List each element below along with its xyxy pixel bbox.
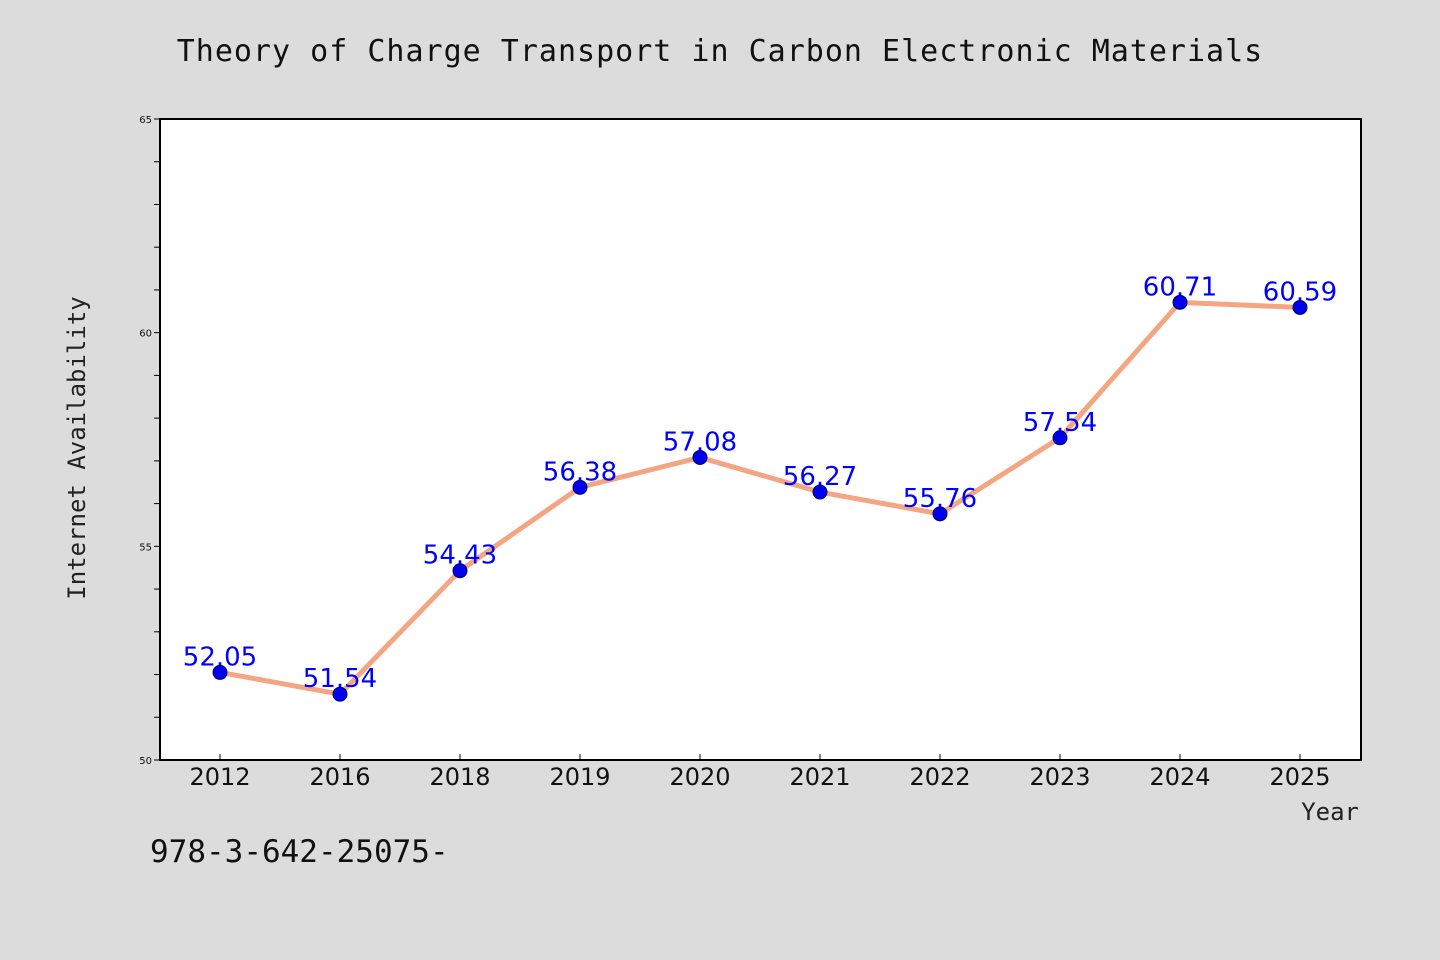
isbn-text: 978-3-642-25075- [150,834,449,870]
x-tick-label: 2024 [1149,763,1210,791]
x-axis-ticks: 2012 2016 2018 2019 2020 2021 2022 2023 2024 2025 [189,754,1331,791]
data-label: 56.38 [543,457,617,487]
x-tick-label: 2025 [1269,763,1330,791]
data-label: 60.59 [1263,277,1337,307]
series-line [219,299,1301,697]
data-point [1292,299,1308,315]
data-point [932,506,948,522]
x-tick-label: 2022 [909,763,970,791]
data-point [1052,430,1068,446]
data-point [692,449,708,465]
y-tick-label: 50 [139,756,152,767]
x-axis-label: Year [1301,798,1359,826]
data-point [1172,294,1188,310]
data-point [332,686,348,702]
data-label: 56.27 [783,462,857,492]
data-label: 52.05 [183,642,257,672]
data-point [812,484,828,500]
data-labels: 52.05 51.54 54.43 56.38 57.08 56.27 55.76 57.54… [183,272,1337,694]
x-tick-label: 2021 [789,763,850,791]
chart-title: Theory of Charge Transport in Carbon Ele… [176,34,1264,69]
y-axis-ticks: 50 55 60 65 [139,115,160,767]
data-point [572,479,588,495]
x-tick-label: 2012 [189,763,250,791]
x-tick-label: 2016 [309,763,370,791]
data-point [452,563,468,579]
x-tick-label: 2020 [669,763,730,791]
y-tick-label: 65 [139,115,152,126]
data-label: 57.54 [1023,408,1097,438]
x-tick-label: 2023 [1029,763,1090,791]
data-label: 54.43 [423,541,497,571]
data-label: 51.54 [303,664,377,694]
x-tick-label: 2018 [429,763,490,791]
data-label: 60.71 [1143,272,1217,302]
data-point [212,664,228,680]
data-label: 57.08 [663,427,737,457]
plot-area [159,118,1362,761]
y-tick-label: 55 [139,542,152,553]
data-label: 55.76 [903,484,977,514]
y-tick-label: 60 [139,329,152,340]
data-points [212,294,1308,702]
x-tick-label: 2019 [549,763,610,791]
